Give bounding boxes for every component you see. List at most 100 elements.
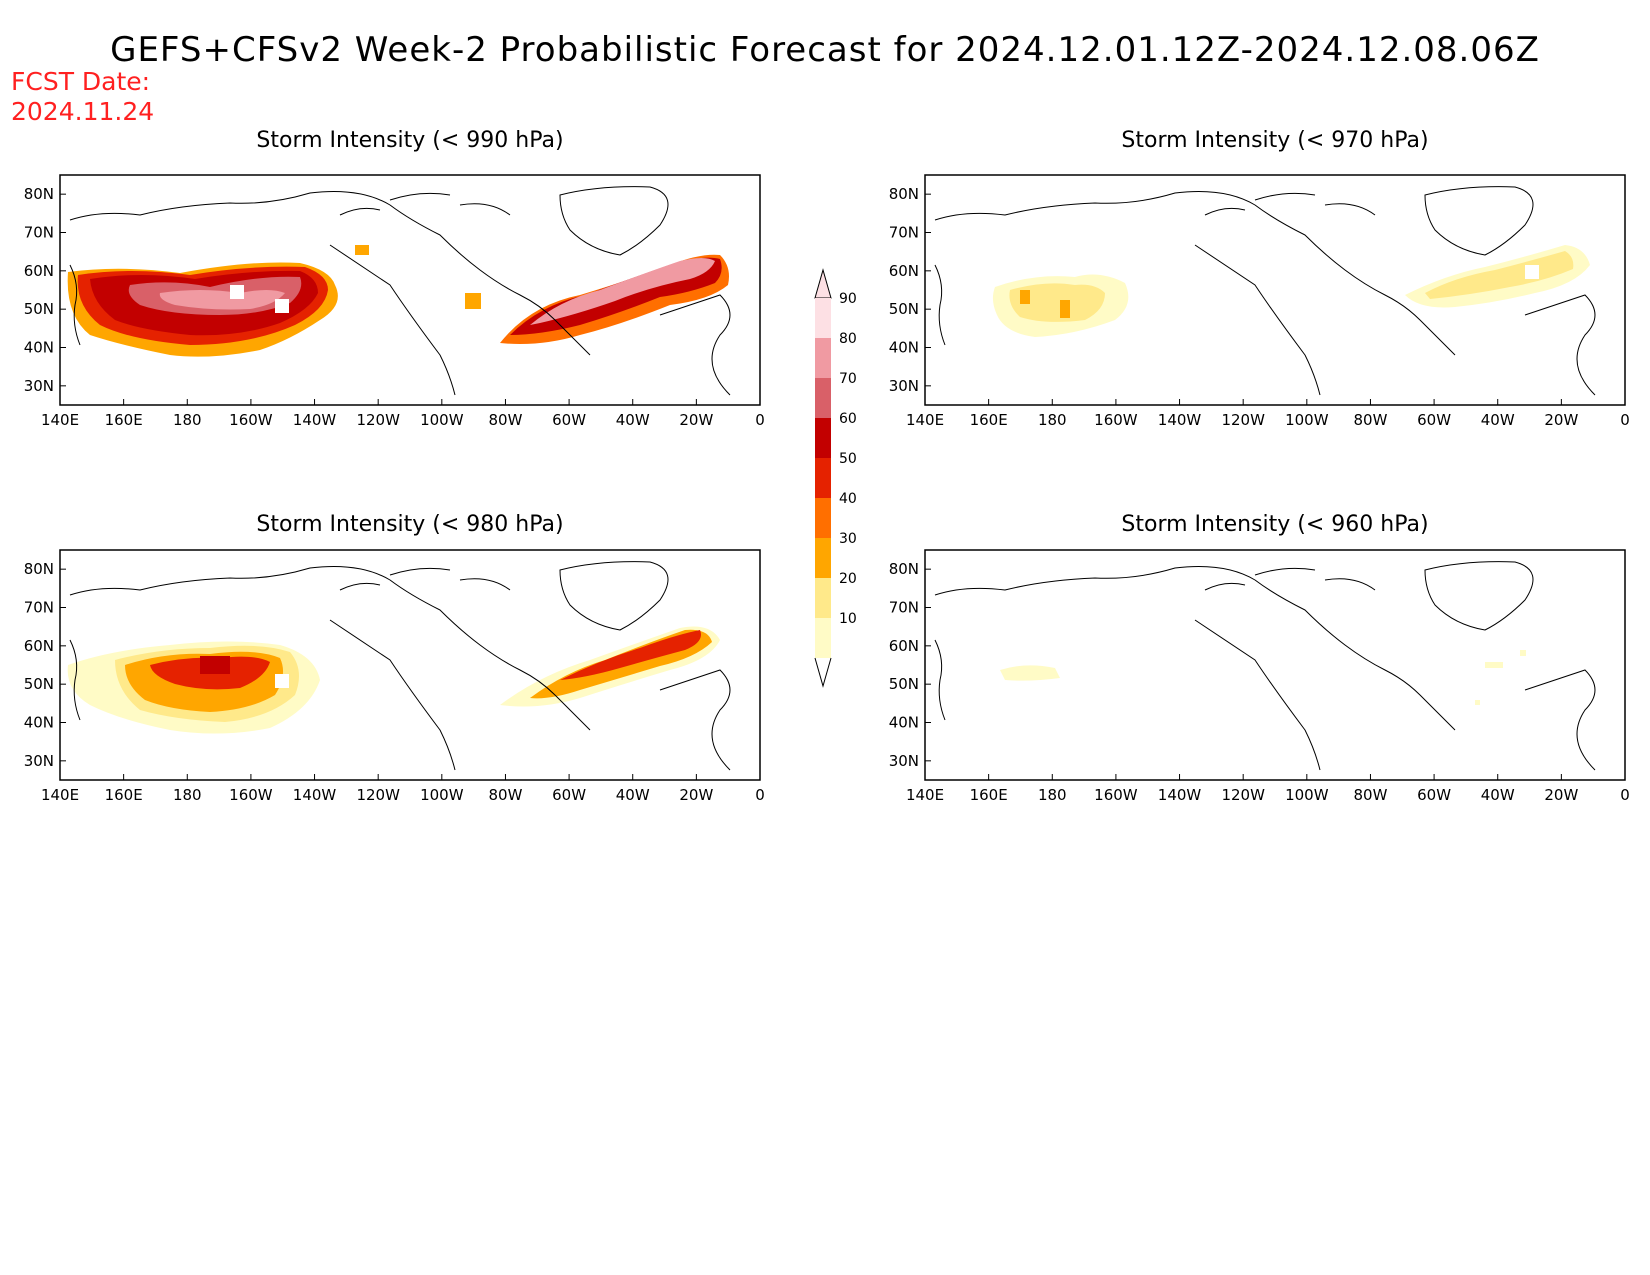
x-tick-label: 20W (1544, 786, 1578, 804)
map-panel-980: 140E 160E 180 160W 140W 120W 100W 80W 60W 40W 20W 0… (24, 549, 765, 804)
x-tick-label: 140W (1158, 411, 1202, 429)
y-tick-label: 40N (24, 714, 54, 732)
x-tick-label: 160W (229, 411, 273, 429)
y-tick-label: 80N (889, 185, 919, 203)
x-ticks-970: 140E 160E 180 160W 140W 120W 100W 80W 60W 40W 20W 0 (906, 399, 1630, 429)
forecast-date-label: FCST Date: (11, 67, 151, 96)
map-frame-980 (59, 549, 761, 781)
colorbar-swatch (815, 298, 831, 338)
colorbar-label: 40 (839, 491, 857, 507)
x-tick-label: 60W (552, 786, 586, 804)
x-tick-label: 40W (1481, 411, 1515, 429)
x-tick-label: 160W (229, 786, 273, 804)
y-tick-label: 30N (24, 752, 54, 770)
x-tick-label: 160E (105, 786, 143, 804)
forecast-date: FCST Date: 2024.11.24 (11, 67, 154, 127)
x-tick-label: 140E (906, 786, 944, 804)
y-tick-label: 40N (889, 714, 919, 732)
panel-title-990: Storm Intensity (< 990 hPa) (256, 128, 564, 153)
x-tick-label: 40W (1481, 786, 1515, 804)
colorbar-label: 90 (839, 291, 857, 307)
probability-field-960 (1000, 650, 1526, 705)
y-tick-label: 80N (24, 185, 54, 203)
probability-field-980 (67, 606, 720, 734)
colorbar-swatch (815, 618, 831, 658)
x-tick-label: 160W (1094, 411, 1138, 429)
x-tick-label: 140E (906, 411, 944, 429)
x-tick-label: 80W (488, 786, 522, 804)
map-panel-990: 140E 160E 180 160W 140W 120W 100W 80W 60W 40W 20W 0… (24, 174, 765, 429)
x-ticks-980: 140E 160E 180 160W 140W 120W 100W 80W 60W 40W 20W 0 (41, 774, 765, 804)
x-ticks-960: 140E 160E 180 160W 140W 120W 100W 80W 60W 40W 20W 0 (906, 774, 1630, 804)
map-frame-970 (924, 174, 1626, 406)
y-tick-label: 80N (889, 560, 919, 578)
x-tick-label: 180 (1038, 786, 1067, 804)
x-tick-label: 160E (105, 411, 143, 429)
x-tick-label: 20W (679, 411, 713, 429)
x-tick-label: 40W (616, 786, 650, 804)
coastlines-980 (69, 561, 731, 771)
x-tick-label: 0 (755, 786, 765, 804)
x-tick-label: 20W (679, 786, 713, 804)
coastlines-990 (69, 186, 731, 396)
y-tick-label: 50N (24, 300, 54, 318)
x-tick-label: 80W (488, 411, 522, 429)
y-tick-label: 70N (889, 599, 919, 617)
x-tick-label: 0 (1620, 786, 1630, 804)
coastlines-970 (934, 186, 1596, 396)
colorbar-label: 70 (839, 371, 857, 387)
x-tick-label: 140W (293, 786, 337, 804)
y-tick-label: 50N (889, 675, 919, 693)
y-tick-label: 30N (889, 377, 919, 395)
x-tick-label: 180 (173, 411, 202, 429)
x-tick-label: 120W (356, 786, 400, 804)
y-ticks-990: 80N 70N 60N 50N 40N 30N (24, 185, 66, 395)
x-tick-label: 180 (173, 786, 202, 804)
x-tick-label: 120W (356, 411, 400, 429)
y-tick-label: 60N (889, 262, 919, 280)
y-tick-label: 70N (24, 224, 54, 242)
y-tick-label: 50N (24, 675, 54, 693)
y-tick-label: 30N (24, 377, 54, 395)
x-tick-label: 0 (755, 411, 765, 429)
y-tick-label: 30N (889, 752, 919, 770)
probability-field-970 (992, 245, 1590, 337)
y-tick-label: 60N (24, 637, 54, 655)
colorbar-swatch (815, 578, 831, 618)
x-tick-label: 100W (1285, 786, 1329, 804)
x-tick-label: 40W (616, 411, 650, 429)
x-ticks-990: 140E 160E 180 160W 140W 120W 100W 80W 60W 40W 20W 0 (41, 399, 765, 429)
x-tick-label: 80W (1353, 411, 1387, 429)
colorbar: 10 20 30 40 50 60 70 80 90 (814, 268, 857, 688)
colorbar-swatch (815, 378, 831, 418)
x-tick-label: 120W (1221, 411, 1265, 429)
x-tick-label: 160E (970, 411, 1008, 429)
colorbar-swatch (815, 538, 831, 578)
colorbar-boxes (814, 268, 832, 688)
colorbar-label: 20 (839, 571, 857, 587)
colorbar-top-arrow (814, 268, 832, 299)
colorbar-swatch (815, 338, 831, 378)
x-tick-label: 100W (420, 786, 464, 804)
panel-title-960: Storm Intensity (< 960 hPa) (1121, 512, 1429, 537)
x-tick-label: 60W (1417, 411, 1451, 429)
y-tick-label: 70N (889, 224, 919, 242)
y-tick-label: 80N (24, 560, 54, 578)
x-tick-label: 100W (420, 411, 464, 429)
y-tick-label: 40N (889, 339, 919, 357)
panel-title-980: Storm Intensity (< 980 hPa) (256, 512, 564, 537)
y-ticks-970: 80N 70N 60N 50N 40N 30N (889, 185, 931, 395)
colorbar-label: 50 (839, 451, 857, 467)
x-tick-label: 120W (1221, 786, 1265, 804)
forecast-date-value: 2024.11.24 (11, 97, 155, 126)
x-tick-label: 100W (1285, 411, 1329, 429)
x-tick-label: 20W (1544, 411, 1578, 429)
x-tick-label: 140W (1158, 786, 1202, 804)
x-tick-label: 180 (1038, 411, 1067, 429)
map-frame-960 (924, 549, 1626, 781)
colorbar-label: 10 (839, 611, 857, 627)
x-tick-label: 60W (1417, 786, 1451, 804)
colorbar-label: 60 (839, 411, 857, 427)
colorbar-label: 80 (839, 331, 857, 347)
main-title: GEFS+CFSv2 Week-2 Probabilistic Forecast… (110, 30, 1540, 70)
